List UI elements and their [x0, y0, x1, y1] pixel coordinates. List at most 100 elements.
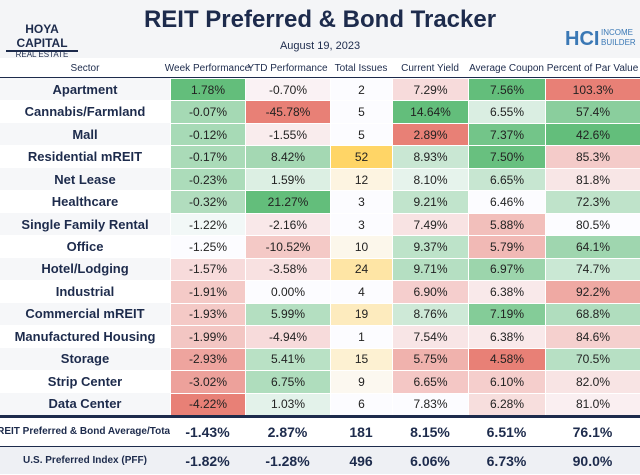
value-cell: 8.93%	[392, 145, 468, 168]
value-cell: 72.3%	[545, 190, 640, 213]
sector-cell: Data Center	[0, 392, 170, 415]
sector-cell: Hotel/Lodging	[0, 257, 170, 281]
value-cell: 6.75%	[245, 370, 330, 393]
value-cell: -10.52%	[245, 235, 330, 258]
value-cell: 6.55%	[468, 100, 545, 123]
sector-cell: Cannabis/Farmland	[0, 100, 170, 123]
value-cell: 7.19%	[468, 302, 545, 326]
value-cell: 7.49%	[392, 212, 468, 236]
value-cell: 1.59%	[245, 167, 330, 191]
summary-value: 2.87%	[245, 418, 330, 445]
value-cell: 85.3%	[545, 145, 640, 168]
value-cell: 8.42%	[245, 145, 330, 168]
value-cell: 5.99%	[245, 302, 330, 326]
summary-label: REIT Preferred & Bond Average/Total	[0, 418, 173, 445]
logo-right-line2: INCOME	[601, 28, 633, 37]
value-cell: -3.58%	[245, 257, 330, 281]
sector-cell: Single Family Rental	[0, 212, 170, 236]
value-cell: 7.54%	[392, 325, 468, 348]
value-cell: 92.2%	[545, 280, 640, 303]
value-cell: 6.97%	[468, 257, 545, 281]
value-cell: 1.78%	[170, 78, 245, 101]
sector-cell: Storage	[0, 347, 170, 371]
header-rule	[0, 77, 640, 78]
value-cell: 12	[330, 167, 392, 191]
value-cell: 9.71%	[392, 257, 468, 281]
sector-cell: Office	[0, 235, 170, 258]
header	[0, 0, 640, 58]
column-header: YTD Performance	[247, 62, 328, 74]
summary-value: -1.43%	[170, 418, 245, 445]
value-cell: 8.76%	[392, 302, 468, 326]
value-cell: 4.58%	[468, 347, 545, 371]
value-cell: 57.4%	[545, 100, 640, 123]
value-cell: 3	[330, 190, 392, 213]
value-cell: 0.00%	[245, 280, 330, 303]
value-cell: 6.65%	[468, 167, 545, 191]
column-header: Week Performance	[164, 62, 251, 74]
sector-cell: Manufactured Housing	[0, 325, 170, 348]
summary-value: 8.15%	[392, 418, 468, 445]
value-cell: -1.22%	[170, 212, 245, 236]
value-cell: 52	[330, 145, 392, 168]
value-cell: -1.99%	[170, 325, 245, 348]
value-cell: 81.0%	[545, 392, 640, 415]
value-cell: 9	[330, 370, 392, 393]
value-cell: -0.32%	[170, 190, 245, 213]
value-cell: 7.37%	[468, 122, 545, 146]
summary-value: 6.06%	[392, 447, 468, 474]
column-header: Total Issues	[334, 62, 388, 74]
value-cell: -1.91%	[170, 280, 245, 303]
column-header: Sector	[70, 62, 100, 74]
sector-cell: Healthcare	[0, 190, 170, 213]
sector-cell: Strip Center	[0, 370, 170, 393]
logo-left-line2: REAL ESTATE	[15, 50, 69, 59]
value-cell: -0.23%	[170, 167, 245, 191]
logo-left-line1: HOYA CAPITAL	[16, 22, 68, 50]
value-cell: 6.46%	[468, 190, 545, 213]
sector-cell: Apartment	[0, 78, 170, 101]
value-cell: -0.12%	[170, 122, 245, 146]
value-cell: 5.41%	[245, 347, 330, 371]
summary-value: 6.51%	[468, 418, 545, 445]
summary-value: 76.1%	[545, 418, 640, 445]
value-cell: 1.03%	[245, 392, 330, 415]
sector-cell: Industrial	[0, 280, 170, 303]
value-cell: -0.07%	[170, 100, 245, 123]
value-cell: -1.93%	[170, 302, 245, 326]
value-cell: 7.83%	[392, 392, 468, 415]
summary-value: 6.73%	[468, 447, 545, 474]
value-cell: 6.38%	[468, 325, 545, 348]
value-cell: 64.1%	[545, 235, 640, 258]
sector-cell: Mall	[0, 122, 170, 146]
sector-cell: Net Lease	[0, 167, 170, 191]
sector-cell: Commercial mREIT	[0, 302, 170, 326]
value-cell: 74.7%	[545, 257, 640, 281]
logo-right-line3: BUILDER	[601, 38, 636, 47]
value-cell: 14.64%	[392, 100, 468, 123]
value-cell: 7.29%	[392, 78, 468, 101]
value-cell: 19	[330, 302, 392, 326]
value-cell: 5	[330, 100, 392, 123]
value-cell: 7.50%	[468, 145, 545, 168]
value-cell: 9.21%	[392, 190, 468, 213]
logo-left: HOYA CAPITAL REAL ESTATE	[6, 4, 78, 59]
value-cell: 1	[330, 325, 392, 348]
value-cell: 5.88%	[468, 212, 545, 236]
value-cell: 6	[330, 392, 392, 415]
logo-right-line1: HCI	[565, 28, 600, 50]
title: REIT Preferred & Bond Tracker	[143, 6, 497, 33]
value-cell: -3.02%	[170, 370, 245, 393]
value-cell: 7.56%	[468, 78, 545, 101]
sector-cell: Residential mREIT	[0, 145, 170, 168]
logo-right: HCI INCOME BUILDER	[565, 8, 636, 54]
summary-rule	[0, 415, 640, 418]
value-cell: 5.79%	[468, 235, 545, 258]
value-cell: -45.78%	[245, 100, 330, 123]
summary-value: -1.82%	[170, 447, 245, 474]
value-cell: 42.6%	[545, 122, 640, 146]
value-cell: 70.5%	[545, 347, 640, 371]
value-cell: 103.3%	[545, 78, 640, 101]
summary-value: 181	[330, 418, 392, 445]
